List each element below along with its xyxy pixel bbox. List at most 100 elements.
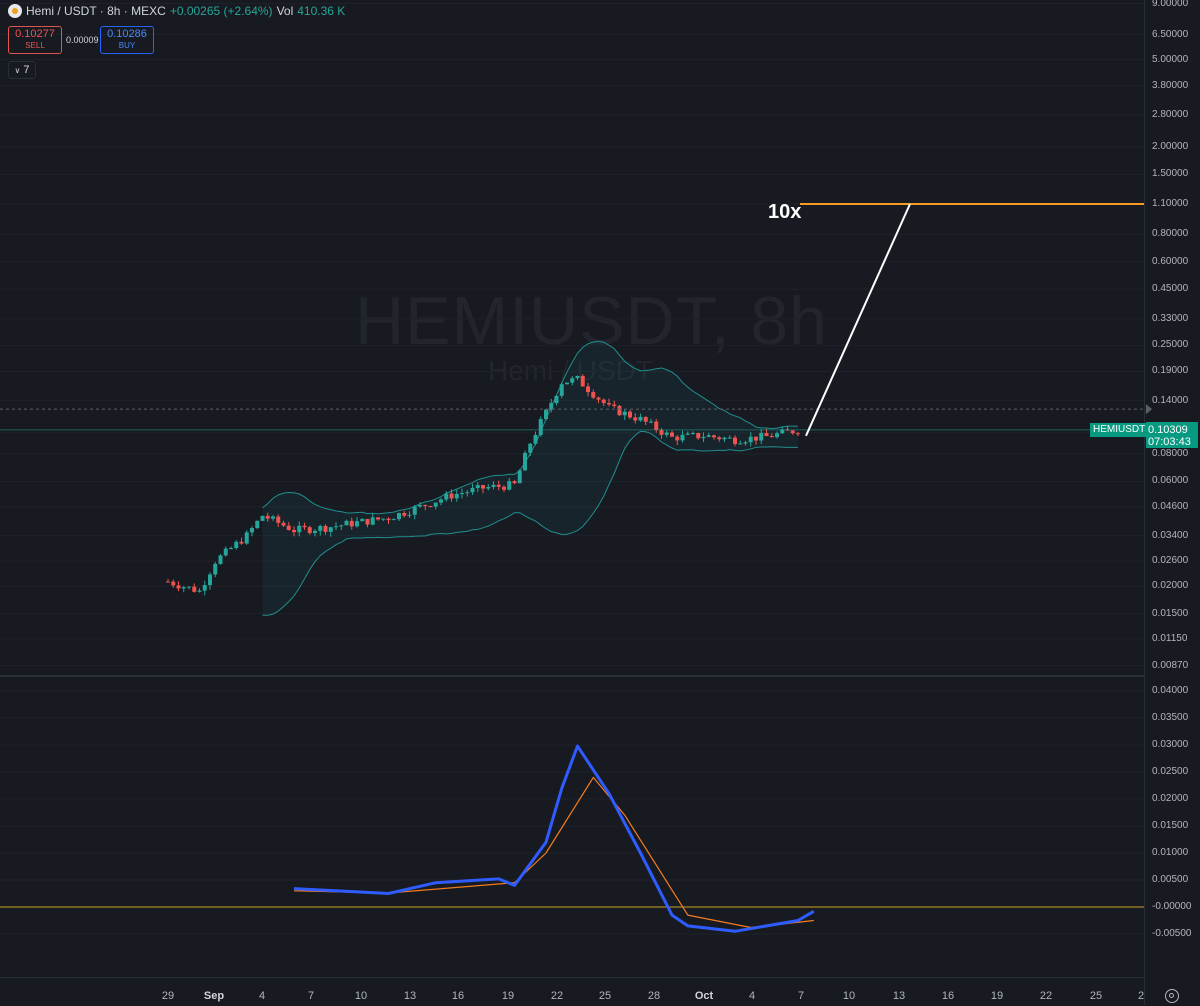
symbol-title[interactable]: Hemi / USDT · 8h · MEXC — [26, 4, 166, 18]
candle-body — [265, 515, 270, 519]
candle-body — [433, 502, 438, 507]
candle-body — [696, 433, 701, 439]
candle-body — [239, 541, 244, 544]
candle-body — [643, 416, 648, 422]
pane-separator[interactable] — [0, 675, 1200, 677]
candle-body — [197, 590, 202, 592]
time-axis-label: 25 — [1089, 990, 1103, 1002]
candle-body — [780, 429, 785, 434]
candle-body — [181, 587, 186, 589]
candle-body — [292, 530, 296, 533]
price-axis[interactable] — [1144, 0, 1200, 1005]
buy-label: BUY — [118, 41, 136, 50]
candle-body — [769, 436, 774, 438]
price-axis-label: 0.60000 — [1152, 255, 1189, 267]
candle-body — [633, 417, 638, 421]
price-axis-label: 1.10000 — [1152, 198, 1189, 209]
candle-body — [796, 433, 800, 435]
price-axis-label: 2.80000 — [1152, 108, 1189, 120]
candle-body — [187, 586, 191, 588]
candle-body — [318, 525, 323, 531]
price-axis-label: 0.25000 — [1152, 339, 1189, 351]
price-axis-label: 0.00870 — [1152, 659, 1189, 671]
price-axis-label: 0.45000 — [1152, 283, 1189, 295]
indicators-toggle[interactable]: ∨ 7 — [8, 61, 36, 79]
candle-body — [549, 403, 554, 410]
candle-body — [596, 397, 601, 400]
osc-axis-label: 0.01000 — [1152, 847, 1189, 858]
price-axis-label: 3.80000 — [1152, 79, 1189, 91]
candle-body — [517, 470, 522, 484]
candle-body — [675, 436, 680, 441]
candle-body — [423, 504, 428, 507]
candle-body — [554, 395, 559, 404]
oscillator-pane[interactable] — [0, 677, 1144, 977]
candle-body — [544, 409, 548, 420]
candle-body — [454, 493, 459, 499]
time-axis-label: 13 — [892, 990, 906, 1002]
time-axis-label: 10 — [842, 990, 856, 1002]
candle-body — [733, 437, 737, 445]
time-axis-label: 28 — [647, 990, 661, 1002]
price-axis-label: 0.02600 — [1152, 555, 1189, 567]
time-axis[interactable] — [0, 977, 1144, 1006]
candle-body — [397, 513, 401, 520]
candle-body — [218, 555, 223, 564]
buy-button[interactable]: 0.10286 BUY — [100, 26, 154, 54]
candle-body — [470, 487, 475, 493]
candle-body — [617, 405, 622, 416]
candle-body — [654, 421, 659, 430]
candle-body — [775, 433, 779, 438]
price-axis-label: 0.80000 — [1152, 228, 1189, 240]
price-pane[interactable] — [0, 0, 1144, 675]
candle-body — [334, 526, 338, 528]
candle-body — [223, 548, 228, 556]
gear-icon[interactable] — [1165, 989, 1179, 1003]
sell-price: 0.10277 — [15, 28, 55, 40]
time-axis-label: 4 — [258, 990, 266, 1002]
osc-axis-label: 0.04000 — [1152, 685, 1189, 696]
spread-value: 0.00009 — [66, 35, 99, 45]
candle-body — [428, 506, 433, 508]
candle-body — [192, 586, 197, 592]
candle-body — [748, 436, 753, 443]
osc-axis-label: 0.02500 — [1152, 766, 1189, 777]
time-axis-label: 2 — [1137, 990, 1145, 1002]
candle-body — [418, 504, 422, 507]
candle-body — [313, 530, 317, 534]
price-axis-label: 0.03400 — [1152, 529, 1189, 541]
candle-body — [523, 452, 527, 471]
price-axis-label: 0.14000 — [1152, 394, 1189, 406]
candle-body — [570, 378, 575, 383]
candle-body — [444, 493, 449, 500]
candle-body — [297, 525, 302, 533]
osc-axis-label: -0.00500 — [1152, 928, 1192, 939]
candle-body — [759, 432, 764, 441]
candle-body — [360, 518, 365, 522]
price-axis-label: 0.19000 — [1152, 365, 1189, 377]
candle-body — [649, 421, 653, 423]
candle-body — [365, 518, 370, 525]
candle-body — [738, 443, 743, 445]
candle-body — [328, 527, 333, 532]
osc-axis-label: -0.00000 — [1152, 901, 1192, 912]
time-axis-label: 7 — [307, 990, 315, 1002]
bollinger-fill — [262, 341, 798, 616]
candle-body — [491, 484, 496, 487]
candle-body — [302, 525, 307, 528]
sell-label: SELL — [25, 41, 45, 50]
candle-body — [612, 404, 617, 406]
time-axis-label: 19 — [990, 990, 1004, 1002]
volume-label: Vol — [276, 4, 294, 18]
candle-body — [475, 485, 480, 488]
sell-button[interactable]: 0.10277 SELL — [8, 26, 62, 54]
time-axis-label: Oct — [694, 990, 714, 1002]
candle-body — [575, 375, 580, 379]
candle-body — [701, 436, 706, 439]
trade-buttons: 0.10277 SELL 0.00009 0.10286 BUY — [8, 26, 154, 54]
candle-body — [496, 484, 501, 487]
target-label[interactable]: 10x — [768, 201, 802, 223]
candle-body — [591, 392, 596, 398]
candle-body — [391, 519, 396, 521]
